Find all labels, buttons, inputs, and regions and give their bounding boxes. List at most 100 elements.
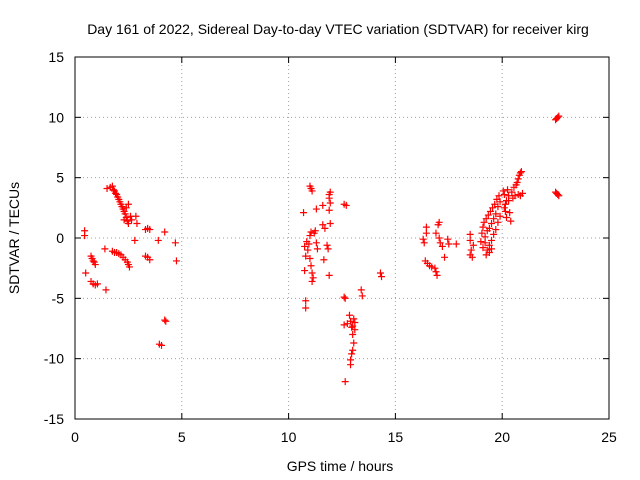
x-tick-label: 25: [601, 429, 617, 445]
data-point: [500, 204, 508, 212]
data-point: [305, 240, 313, 248]
data-point: [161, 228, 169, 236]
data-point: [494, 218, 502, 226]
data-point: [422, 229, 430, 237]
data-point: [109, 186, 117, 194]
data-point: [125, 263, 133, 271]
y-tick-label: 5: [56, 170, 64, 186]
data-point: [492, 226, 500, 234]
data-point: [507, 217, 515, 225]
x-tick-label: 10: [281, 429, 297, 445]
data-point: [81, 232, 89, 240]
data-point: [481, 233, 489, 241]
data-point: [313, 245, 321, 253]
data-point: [499, 187, 507, 195]
data-point: [350, 339, 358, 347]
data-point: [326, 220, 334, 228]
data-point: [488, 236, 496, 244]
data-point: [325, 194, 333, 202]
data-point: [320, 256, 328, 264]
data-point: [489, 204, 497, 212]
data-point: [131, 236, 139, 244]
x-tick-label: 20: [494, 429, 510, 445]
data-points: [81, 112, 563, 386]
data-point: [492, 210, 500, 218]
data-point: [349, 331, 357, 339]
data-point: [441, 253, 449, 261]
data-point: [324, 245, 332, 253]
data-point: [506, 209, 514, 217]
data-point: [112, 189, 120, 197]
y-axis-ticks: -15 -10 -5 0 5 10 15: [44, 49, 609, 427]
data-point: [351, 318, 359, 326]
data-point: [326, 199, 334, 207]
data-point: [312, 205, 320, 213]
data-point: [124, 200, 132, 208]
data-point: [357, 286, 365, 294]
data-point: [432, 229, 440, 237]
data-point: [300, 209, 308, 217]
data-point: [325, 206, 333, 214]
data-point: [308, 187, 316, 195]
data-point: [308, 277, 316, 285]
data-point: [435, 218, 443, 226]
data-point: [504, 186, 512, 194]
data-point: [348, 350, 356, 358]
data-point: [82, 269, 90, 277]
data-point: [436, 239, 444, 247]
data-point: [302, 297, 310, 305]
data-point: [158, 341, 166, 349]
data-point: [433, 271, 441, 279]
data-point: [351, 326, 359, 334]
data-point: [124, 220, 132, 228]
data-point: [494, 203, 502, 211]
data-point: [428, 263, 436, 271]
data-point: [349, 346, 357, 354]
data-point: [516, 169, 524, 177]
data-point: [518, 189, 526, 197]
data-point: [419, 235, 427, 243]
data-point: [133, 220, 141, 228]
grid-lines: [75, 57, 609, 419]
data-point: [502, 213, 510, 221]
data-point: [486, 207, 494, 215]
data-point: [376, 269, 384, 277]
y-tick-label: 15: [48, 49, 64, 65]
data-point: [484, 211, 492, 219]
data-point: [308, 269, 316, 277]
data-point: [101, 245, 109, 253]
y-tick-label: -5: [52, 290, 65, 306]
data-point: [146, 226, 154, 234]
data-point: [501, 207, 509, 215]
data-point: [496, 212, 504, 220]
data-point: [325, 271, 333, 279]
x-tick-label: 5: [178, 429, 186, 445]
data-point: [162, 317, 170, 325]
data-point: [91, 261, 99, 269]
data-point: [326, 188, 334, 196]
data-point: [306, 255, 314, 263]
data-point: [468, 253, 476, 261]
data-point: [496, 198, 504, 206]
data-point: [108, 182, 116, 190]
data-point: [490, 215, 498, 223]
x-tick-label: 15: [388, 429, 404, 445]
data-point: [435, 234, 443, 242]
data-point: [502, 197, 510, 205]
data-point: [340, 293, 348, 301]
data-point: [122, 204, 130, 212]
data-point: [477, 238, 485, 246]
data-point: [312, 239, 320, 247]
data-point: [345, 311, 353, 319]
data-point: [306, 232, 314, 240]
data-point: [479, 244, 487, 252]
y-axis-label: SDTVAR / TECUs: [6, 182, 22, 294]
data-point: [154, 236, 162, 244]
data-point: [501, 200, 509, 208]
data-point: [321, 224, 329, 232]
data-point: [120, 216, 128, 224]
data-point: [478, 229, 486, 237]
y-tick-label: 0: [56, 230, 64, 246]
data-point: [121, 210, 129, 218]
data-point: [103, 185, 111, 193]
